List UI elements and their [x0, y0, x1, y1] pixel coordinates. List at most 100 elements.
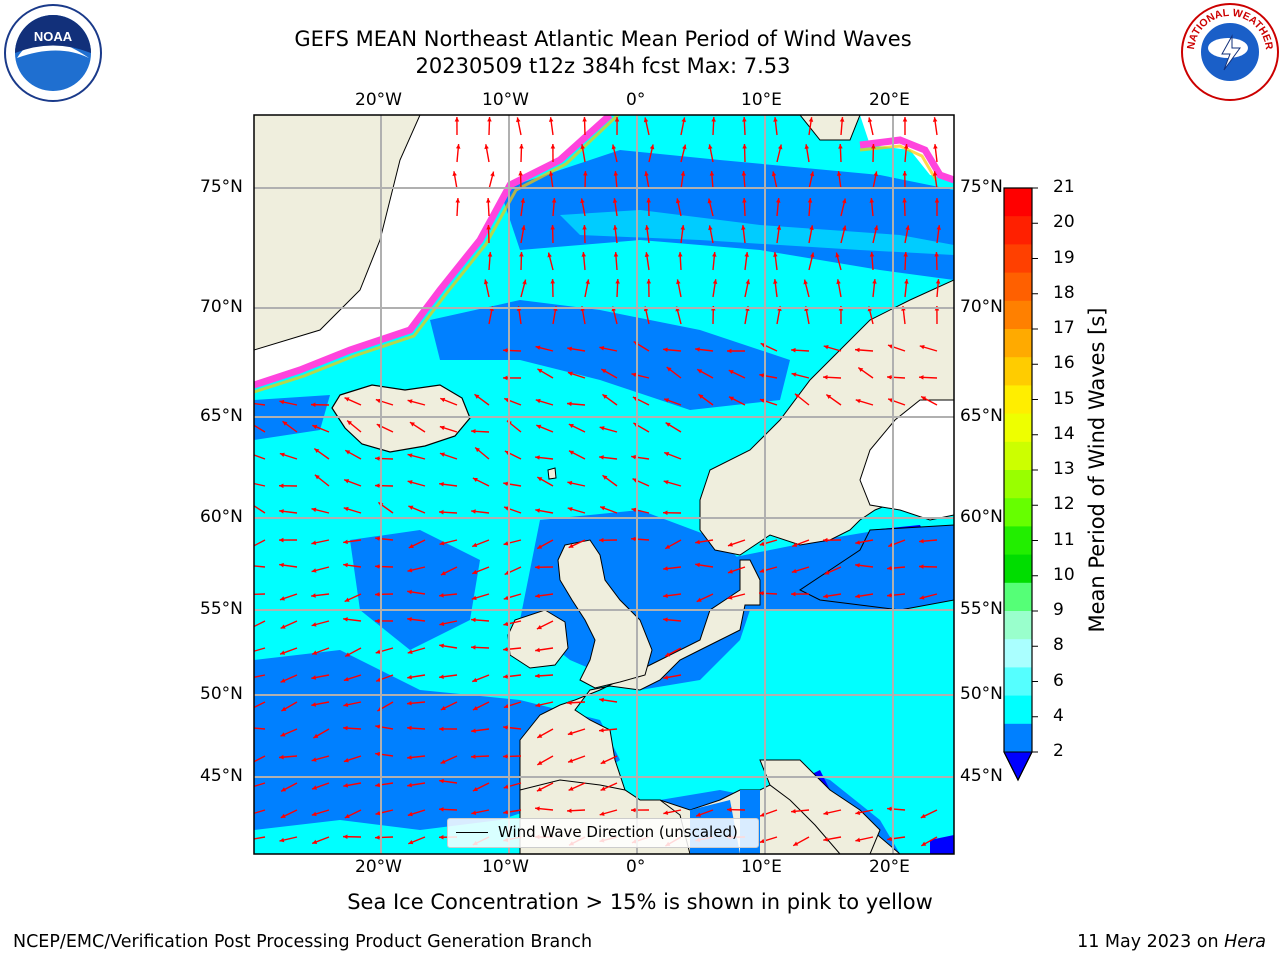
colorbar-segment [1004, 300, 1032, 330]
wave-arrow-head [279, 399, 285, 405]
colorbar-tick-label: 16 [1053, 353, 1075, 374]
wave-arrow-head [867, 117, 873, 123]
wave-arrow-head [503, 595, 509, 601]
wave-arrow-head [836, 171, 842, 176]
wave-arrow-head [407, 567, 413, 573]
wave-arrow-head [567, 346, 572, 352]
wave-arrow-head [697, 369, 703, 374]
wave-arrow-head [823, 537, 828, 543]
nws-logo: NATIONAL WEATHER SERVICE [1180, 2, 1279, 101]
colorbar-segment [1004, 441, 1032, 471]
colorbar-tick-label: 12 [1053, 494, 1075, 515]
wave-arrow-head [567, 730, 573, 736]
wave-arrow-head [408, 839, 414, 845]
wave-arrow-head [343, 676, 349, 682]
wave-arrow-head [487, 252, 493, 257]
wave-arrow-head [644, 225, 650, 230]
wave-arrow-shaft [254, 836, 266, 840]
wave-arrow-shaft [254, 620, 266, 628]
wave-arrow-head [599, 811, 605, 816]
wave-arrow-head [707, 198, 713, 204]
iceland-land [331, 384, 471, 453]
colorbar-segment [1004, 329, 1032, 358]
wave-arrow-head [663, 593, 668, 598]
wave-arrow-head [791, 591, 796, 597]
wave-arrow-head [343, 834, 348, 839]
wave-arrow-head [408, 543, 414, 548]
colorbar-tick-label: 9 [1053, 600, 1064, 620]
colorbar-tick-label: 17 [1053, 318, 1075, 338]
wave-arrow-head [932, 117, 938, 122]
svalbard-land [799, 115, 861, 141]
wave-arrow-head [919, 595, 925, 600]
wave-arrow-head [791, 809, 796, 814]
wave-arrow-head [807, 198, 813, 203]
colorbar [1003, 187, 1038, 782]
wave-arrow-head [548, 117, 554, 122]
wave-arrow-head [776, 225, 782, 230]
wave-arrow-head [440, 571, 446, 576]
wave-arrow-head [760, 812, 766, 817]
lat-tick-label: 55°N [200, 599, 243, 619]
wave-arrow-head [281, 706, 287, 711]
wave-arrow-head [567, 480, 573, 486]
colorbar-tick-label: 6 [1053, 670, 1064, 691]
wave-arrow-head [503, 647, 508, 652]
wave-arrow-shaft [254, 402, 266, 406]
wave-arrow-head [791, 347, 796, 353]
wave-arrow-head [568, 543, 574, 548]
wave-arrow-head [279, 754, 284, 760]
wave-arrow-head [282, 421, 288, 426]
wave-arrow-head [613, 252, 619, 257]
wave-arrow-head [902, 171, 908, 176]
wave-arrow-head [248, 785, 253, 789]
wave-arrow-shaft [254, 809, 266, 815]
wave-arrow-head [602, 475, 608, 480]
wave-arrow-head [375, 751, 380, 757]
wave-arrow-head [408, 505, 414, 510]
wave-arrow-shaft [254, 565, 266, 568]
wave-arrow-head [279, 837, 285, 843]
wave-arrow-head [486, 225, 491, 230]
wave-arrow-head [249, 706, 254, 710]
wave-arrow-head [759, 568, 765, 573]
wave-arrow-head [712, 252, 717, 257]
wave-arrow-head [920, 813, 926, 818]
wave-arrow-head [344, 397, 350, 402]
wave-arrow-head [745, 279, 751, 285]
wave-arrow-head [311, 402, 316, 407]
wave-arrow-head [409, 422, 415, 427]
wave-arrow-shaft [254, 482, 266, 487]
wave-arrow-head [711, 117, 716, 122]
wave-arrow-head [311, 540, 317, 545]
wave-arrow-head [836, 279, 841, 285]
wave-arrow-head [439, 593, 444, 598]
wave-arrow-head [823, 375, 828, 380]
wave-arrow-head [664, 452, 670, 457]
wave-arrow-head [313, 733, 319, 738]
wave-arrow-head [490, 171, 495, 177]
wave-arrow-shaft [254, 701, 266, 709]
lat-tick-label: 75°N [960, 177, 1003, 197]
wave-arrow-head [631, 454, 636, 460]
colorbar-segment [1004, 244, 1032, 274]
wave-arrow-head [519, 144, 524, 149]
wave-arrow-head [663, 617, 668, 622]
wave-arrow-head [535, 564, 540, 570]
colorbar-segment [1004, 667, 1032, 697]
lon-tick-label: 20°W [355, 90, 402, 110]
wave-arrow-head [247, 837, 252, 841]
wave-arrow-head [483, 279, 489, 285]
wave-arrow-head [644, 171, 649, 177]
wave-arrow-head [919, 375, 924, 380]
wave-arrow-head [439, 509, 444, 515]
wave-arrow-head [727, 542, 733, 547]
wave-arrow-head [247, 563, 252, 568]
wave-arrow-head [855, 398, 861, 404]
wave-arrow-head [791, 372, 797, 377]
wave-arrow-head [663, 566, 668, 571]
wave-arrow-head [279, 537, 284, 543]
wave-arrow-head [708, 225, 713, 231]
wave-arrow-head [646, 279, 652, 284]
